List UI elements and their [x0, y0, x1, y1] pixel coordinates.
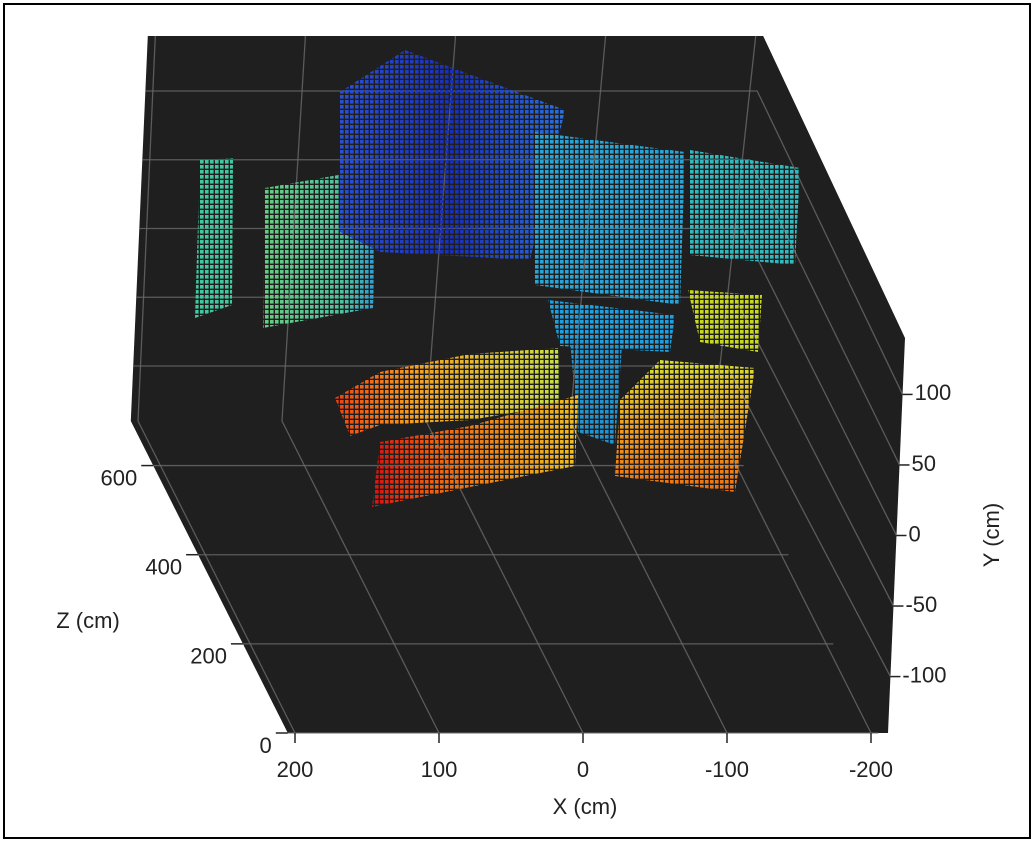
- z-axis-label: Z (cm): [56, 608, 120, 633]
- cloud: [340, 50, 565, 260]
- cloud: [615, 360, 755, 492]
- y-axis-label: Y (cm): [979, 503, 1004, 567]
- x-tick-label: 200: [277, 757, 314, 782]
- y-tick-label: 0: [909, 521, 921, 546]
- y-tick-label: 100: [915, 380, 952, 405]
- x-tick-label: -200: [849, 757, 893, 782]
- z-tick-label: 0: [260, 733, 272, 758]
- cloud: [335, 348, 560, 436]
- z-tick-label: 400: [145, 555, 182, 580]
- cloud: [548, 300, 675, 352]
- grid-line: [137, 35, 296, 734]
- z-tick-label: 600: [101, 465, 138, 490]
- cloud: [690, 150, 800, 265]
- cloud: [195, 158, 233, 318]
- grid-line: [281, 35, 440, 734]
- x-tick-label: -100: [705, 757, 749, 782]
- x-tick-label: 0: [577, 757, 589, 782]
- point-cloud: [195, 50, 800, 507]
- z-tick-label: 200: [190, 644, 227, 669]
- cloud: [688, 290, 762, 352]
- x-tick-label: 100: [421, 757, 458, 782]
- cloud: [570, 340, 622, 445]
- cloud: [535, 132, 685, 305]
- y-tick-label: 50: [912, 451, 936, 476]
- y-tick-label: -50: [905, 592, 937, 617]
- y-tick-label: -100: [902, 662, 946, 687]
- cloud: [372, 395, 578, 507]
- x-axis-label: X (cm): [553, 794, 618, 819]
